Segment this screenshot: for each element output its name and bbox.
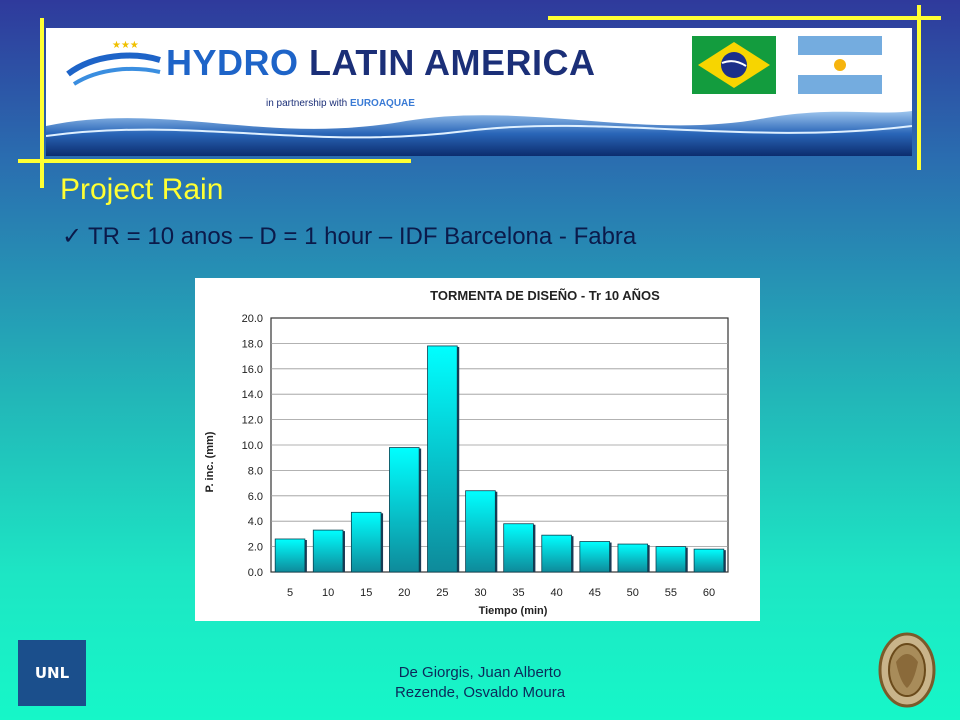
y-tick-label: 12.0 (242, 415, 263, 427)
hydro-latin-america-logo: HYDRO LATIN AMERICA (166, 42, 596, 84)
checkmark-icon: ✓ (62, 223, 83, 250)
author-line-2: Rezende, Osvaldo Moura (394, 684, 566, 701)
logo-word-hydro: HYDRO (166, 42, 299, 83)
bar-40 (541, 534, 572, 573)
unl-logo: UNL (18, 640, 86, 706)
x-tick-label: 25 (436, 587, 448, 599)
y-tick-label: 20.0 (242, 313, 263, 325)
y-tick-label: 6.0 (248, 491, 263, 503)
partner-brand: EUROAQUAE (349, 98, 415, 109)
author-line-1: De Giorgis, Juan Alberto (398, 664, 562, 681)
svg-text:★★★: ★★★ (112, 40, 139, 51)
bar-10 (312, 529, 344, 573)
partner-text: in partnership with (266, 98, 348, 109)
bar-20 (389, 447, 420, 573)
bar-15 (350, 511, 382, 573)
bar-60 (693, 548, 725, 573)
bar-55 (655, 546, 687, 573)
bar-35 (503, 523, 534, 573)
slide-title: Project Rain (60, 173, 224, 206)
bar-30 (465, 490, 496, 573)
swoosh-logo-icon: ★★★ (66, 40, 161, 86)
y-tick-label: 14.0 (242, 389, 263, 401)
bar-50 (617, 543, 649, 573)
bar-25 (427, 345, 458, 573)
argentina-flag-icon (798, 36, 882, 94)
x-axis-label: Tiempo (min) (479, 605, 548, 617)
y-tick-label: 8.0 (248, 465, 263, 477)
y-tick-label: 16.0 (242, 364, 263, 376)
x-tick-label: 30 (474, 587, 486, 599)
x-tick-label: 20 (398, 587, 410, 599)
y-axis-label: P. inc. (mm) (204, 431, 216, 492)
y-tick-label: 10.0 (242, 440, 263, 452)
x-tick-label: 55 (665, 587, 677, 599)
frame-line-right (917, 5, 921, 170)
chart-container: TORMENTA DE DISEÑO - Tr 10 AÑOS P. inc. … (195, 278, 760, 621)
x-tick-label: 15 (360, 587, 372, 599)
logo-word-latin-america: LATIN AMERICA (309, 42, 596, 83)
x-tick-label: 45 (589, 587, 601, 599)
frame-line-top (548, 16, 941, 20)
bullet-text: TR = 10 anos – D = 1 hour – IDF Barcelon… (88, 223, 637, 250)
y-tick-label: 2.0 (248, 542, 263, 554)
bar-45 (579, 541, 610, 573)
chart-title: TORMENTA DE DISEÑO - Tr 10 AÑOS (430, 288, 660, 303)
y-tick-label: 4.0 (248, 516, 263, 528)
x-tick-label: 5 (287, 587, 293, 599)
x-tick-label: 10 (322, 587, 334, 599)
footer-authors: De Giorgis, Juan Alberto Rezende, Osvald… (0, 663, 960, 703)
x-tick-label: 60 (703, 587, 715, 599)
y-tick-label: 0.0 (248, 567, 263, 579)
brazil-flag-icon (692, 36, 776, 94)
header-banner: ★★★ HYDRO LATIN AMERICA in partnership w… (46, 28, 912, 156)
x-tick-label: 40 (551, 587, 563, 599)
x-tick-label: 50 (627, 587, 639, 599)
bar-chart: TORMENTA DE DISEÑO - Tr 10 AÑOS P. inc. … (204, 288, 729, 617)
university-seal-icon (878, 632, 936, 708)
y-tick-label: 18.0 (242, 338, 263, 350)
x-tick-label: 35 (512, 587, 524, 599)
water-wave-graphic (46, 111, 912, 156)
bullet-item: ✓ TR = 10 anos – D = 1 hour – IDF Barcelo… (62, 222, 636, 251)
partnership-line: in partnership with EUROAQUAE (266, 98, 415, 109)
frame-line-bottom (18, 159, 411, 163)
bar-5 (274, 538, 306, 573)
frame-line-left (40, 18, 44, 188)
